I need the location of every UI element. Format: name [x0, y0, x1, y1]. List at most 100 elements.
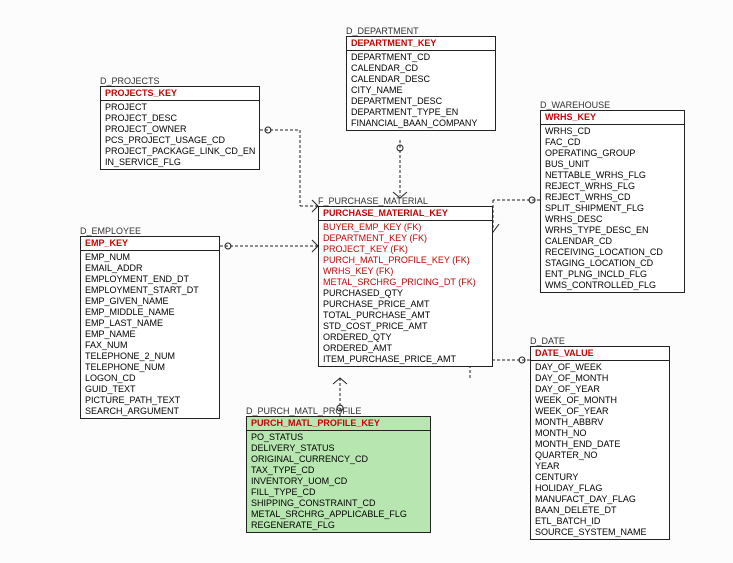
entity-title-d_warehouse: D_WAREHOUSE	[540, 100, 610, 110]
pk-col: PURCHASE_MATERIAL_KEY	[323, 208, 488, 219]
col: CALENDAR_DESC	[351, 74, 491, 85]
col: FINANCIAL_BAAN_COMPANY	[351, 118, 491, 129]
col: DEPARTMENT_TYPE_EN	[351, 107, 491, 118]
col: CALENDAR_CD	[351, 63, 491, 74]
col: BAAN_DELETE_DT	[535, 505, 665, 516]
col: CENTURY	[535, 472, 665, 483]
col: METAL_SRCHRG_APPLICABLE_FLG	[251, 509, 426, 520]
fk-col: METAL_SRCHRG_PRICING_DT (FK)	[323, 277, 488, 288]
entity-title-d_date: D_DATE	[530, 336, 565, 346]
entity-cols-d_purch_matl_profile: PO_STATUSDELIVERY_STATUSORIGINAL_CURRENC…	[247, 431, 430, 532]
entity-title-d_employee: D_EMPLOYEE	[80, 226, 141, 236]
col: ENT_PLNG_INCLD_FLG	[545, 269, 680, 280]
col: OPERATING_GROUP	[545, 148, 680, 159]
col: MANUFACT_DAY_FLAG	[535, 494, 665, 505]
col: EMP_NUM	[85, 252, 215, 263]
entity-cols-d_employee: EMP_NUMEMAIL_ADDREMPLOYMENT_END_DTEMPLOY…	[81, 251, 219, 418]
entity-cols-d_warehouse: WRHS_CDFAC_CDOPERATING_GROUPBUS_UNITNETT…	[541, 125, 684, 292]
col: PROJECT_DESC	[105, 113, 255, 124]
col: INVENTORY_UOM_CD	[251, 476, 426, 487]
col: PROJECT	[105, 102, 255, 113]
crowfoot-profile	[333, 378, 347, 384]
entity-pk-f_purchase_material: PURCHASE_MATERIAL_KEY	[319, 207, 492, 221]
col: PURCHASE_PRICE_AMT	[323, 299, 488, 310]
entity-cols-f_purchase_material: BUYER_EMP_KEY (FK)DEPARTMENT_KEY (FK)PRO…	[319, 221, 492, 366]
col: HOLIDAY_FLAG	[535, 483, 665, 494]
col: ORDERED_QTY	[323, 332, 488, 343]
col: QUARTER_NO	[535, 450, 665, 461]
card-department	[397, 145, 403, 151]
entity-d_employee[interactable]: EMP_KEY EMP_NUMEMAIL_ADDREMPLOYMENT_END_D…	[80, 236, 220, 419]
col: EMPLOYMENT_START_DT	[85, 285, 215, 296]
col: REJECT_WRHS_CD	[545, 192, 680, 203]
col: SPLIT_SHIPMENT_FLG	[545, 203, 680, 214]
col: DAY_OF_MONTH	[535, 373, 665, 384]
entity-pk-d_employee: EMP_KEY	[81, 237, 219, 251]
col: SEARCH_ARGUMENT	[85, 406, 215, 417]
col: LOGON_CD	[85, 373, 215, 384]
col: YEAR	[535, 461, 665, 472]
col: MONTH_ABBRV	[535, 417, 665, 428]
entity-f_purchase_material[interactable]: PURCHASE_MATERIAL_KEY BUYER_EMP_KEY (FK)D…	[318, 206, 493, 367]
pk-col: EMP_KEY	[85, 238, 215, 249]
col: EMP_LAST_NAME	[85, 318, 215, 329]
col: WRHS_TYPE_DESC_EN	[545, 225, 680, 236]
col: DEPARTMENT_DESC	[351, 96, 491, 107]
col: ITEM_PURCHASE_PRICE_AMT	[323, 354, 488, 365]
col: NETTABLE_WRHS_FLG	[545, 170, 680, 181]
col: WMS_CONTROLLED_FLG	[545, 280, 680, 291]
col: ORIGINAL_CURRENCY_CD	[251, 454, 426, 465]
entity-pk-d_projects: PROJECTS_KEY	[101, 87, 259, 101]
col: CALENDAR_CD	[545, 236, 680, 247]
entity-title-f_purchase_material: F_PURCHASE_MATERIAL	[318, 196, 428, 206]
entity-pk-d_warehouse: WRHS_KEY	[541, 111, 684, 125]
entity-pk-d_date: DATE_VALUE	[531, 347, 669, 361]
col: TELEPHONE_2_NUM	[85, 351, 215, 362]
card-employee	[225, 243, 231, 249]
card-date	[519, 357, 525, 363]
entity-cols-d_projects: PROJECTPROJECT_DESCPROJECT_OWNERPCS_PROJ…	[101, 101, 259, 169]
col: BUS_UNIT	[545, 159, 680, 170]
col: MONTH_NO	[535, 428, 665, 439]
col: EMAIL_ADDR	[85, 263, 215, 274]
col: TELEPHONE_NUM	[85, 362, 215, 373]
pk-col: PROJECTS_KEY	[105, 88, 255, 99]
card-projects	[265, 127, 271, 133]
fk-col: PURCH_MATL_PROFILE_KEY (FK)	[323, 255, 488, 266]
entity-d_projects[interactable]: PROJECTS_KEY PROJECTPROJECT_DESCPROJECT_O…	[100, 86, 260, 170]
entity-title-d_department: D_DEPARTMENT	[346, 26, 419, 36]
col: FILL_TYPE_CD	[251, 487, 426, 498]
col: WRHS_DESC	[545, 214, 680, 225]
entity-d_purch_matl_profile[interactable]: PURCH_MATL_PROFILE_KEY PO_STATUSDELIVERY_…	[246, 416, 431, 533]
fk-col: BUYER_EMP_KEY (FK)	[323, 222, 488, 233]
col: PURCHASED_QTY	[323, 288, 488, 299]
col: EMP_MIDDLE_NAME	[85, 307, 215, 318]
entity-cols-d_department: DEPARTMENT_CDCALENDAR_CDCALENDAR_DESCCIT…	[347, 51, 495, 130]
col: WEEK_OF_YEAR	[535, 406, 665, 417]
fk-col: PROJECT_KEY (FK)	[323, 244, 488, 255]
col: STAGING_LOCATION_CD	[545, 258, 680, 269]
col: PROJECT_OWNER	[105, 124, 255, 135]
col: ORDERED_AMT	[323, 343, 488, 354]
card-warehouse	[529, 197, 535, 203]
col: RECEIVING_LOCATION_CD	[545, 247, 680, 258]
entity-pk-d_department: DEPARTMENT_KEY	[347, 37, 495, 51]
col: SOURCE_SYSTEM_NAME	[535, 527, 665, 538]
col: FAX_NUM	[85, 340, 215, 351]
col: IN_SERVICE_FLG	[105, 157, 255, 168]
col: EMPLOYMENT_END_DT	[85, 274, 215, 285]
entity-title-d_purch_matl_profile: D_PURCH_MATL_PROFILE	[246, 406, 361, 416]
pk-col: PURCH_MATL_PROFILE_KEY	[251, 418, 426, 429]
col: TAX_TYPE_CD	[251, 465, 426, 476]
col: PROJECT_PACKAGE_LINK_CD_EN	[105, 146, 255, 157]
col: EMP_NAME	[85, 329, 215, 340]
col: STD_COST_PRICE_AMT	[323, 321, 488, 332]
entity-d_date[interactable]: DATE_VALUEDAY_OF_WEEKDAY_OF_MONTHDAY_OF_…	[530, 346, 670, 540]
entity-d_department[interactable]: DEPARTMENT_KEY DEPARTMENT_CDCALENDAR_CDCA…	[346, 36, 496, 131]
entity-cols-d_date: DAY_OF_WEEKDAY_OF_MONTHDAY_OF_YEARWEEK_O…	[531, 361, 669, 539]
col: SHIPPING_CONSTRAINT_CD	[251, 498, 426, 509]
pk-col: DEPARTMENT_KEY	[351, 38, 491, 49]
col: WEEK_OF_MONTH	[535, 395, 665, 406]
entity-d_warehouse[interactable]: WRHS_KEYWRHS_CDFAC_CDOPERATING_GROUPBUS_…	[540, 110, 685, 293]
col: CITY_NAME	[351, 85, 491, 96]
